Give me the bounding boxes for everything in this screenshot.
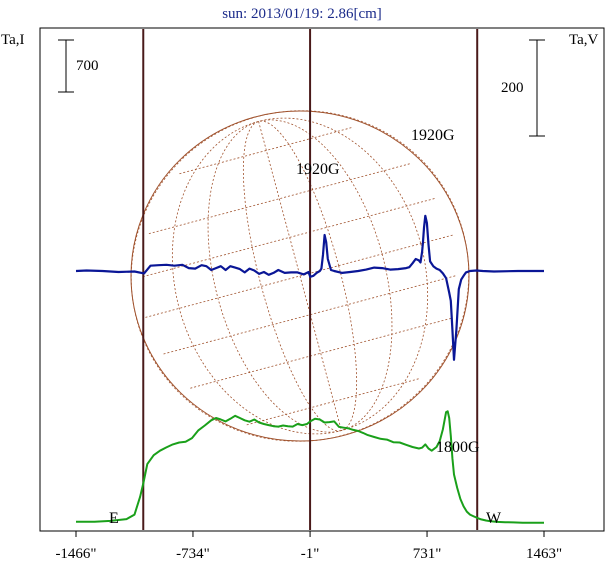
latitude-line	[246, 377, 421, 426]
annotation-label: 1800G	[436, 439, 480, 456]
x-tick-label: -1466"	[55, 546, 96, 562]
polarization-curve	[75, 214, 544, 361]
latitude-line	[179, 126, 354, 175]
x-tick-label: -734"	[176, 546, 210, 562]
x-axis-ticks: -1466" -734" -1" 731" 1463"	[55, 531, 562, 562]
plot-frame	[39, 27, 605, 532]
latitude-line	[148, 163, 410, 235]
data-curves	[75, 214, 544, 524]
x-tick-label: -1"	[301, 546, 320, 562]
latitude-line	[142, 197, 437, 278]
left-scale-bar-label: 700	[76, 58, 99, 74]
annotation-label: 1920G	[296, 161, 340, 178]
equator-line	[145, 234, 455, 318]
east-limb-label: E	[109, 510, 119, 527]
annotation-label: 1920G	[411, 127, 455, 144]
intensity-curve	[76, 410, 544, 524]
right-scale-bar: 200	[501, 39, 545, 137]
right-axis-label: Ta,V	[569, 32, 599, 48]
solar-grid-outline	[130, 110, 470, 442]
left-axis-label: Ta,I	[1, 32, 25, 48]
right-scale-bar-label: 200	[501, 80, 524, 96]
latitude-line	[190, 317, 452, 389]
west-limb-label: W	[486, 510, 502, 527]
x-tick-label: 1463"	[526, 546, 562, 562]
x-tick-label: 731"	[413, 546, 442, 562]
vertical-reference-lines	[142, 29, 479, 530]
chart-title: sun: 2013/01/19: 2.86[cm]	[222, 6, 382, 22]
left-scale-bar: 700	[58, 39, 99, 93]
